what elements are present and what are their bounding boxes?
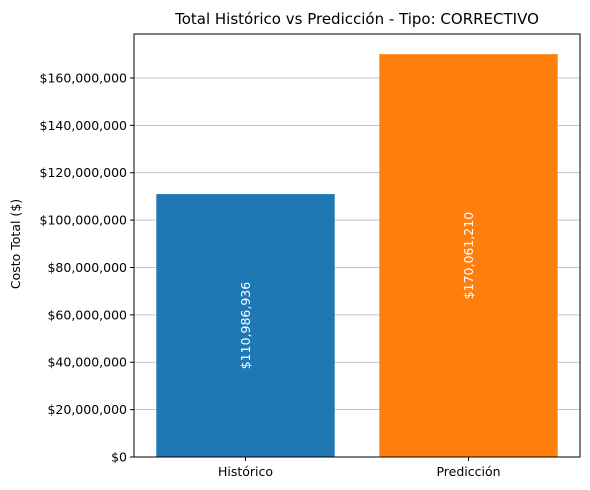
y-tick-label: $80,000,000 xyxy=(47,260,127,275)
y-tick-label: $40,000,000 xyxy=(47,355,127,370)
y-axis-label: Costo Total ($) xyxy=(8,199,23,289)
bar xyxy=(379,54,558,458)
y-tick-label: $0 xyxy=(111,450,127,465)
chart-title: Total Histórico vs Predicción - Tipo: CO… xyxy=(174,10,539,28)
plot-frame xyxy=(133,33,581,458)
y-tick-label: $60,000,000 xyxy=(47,307,127,322)
x-tick-label: Predicción xyxy=(436,464,500,479)
y-axis: $0 $20,000,000 $40,000,000 $60,000,000 $80,0… xyxy=(40,70,134,465)
y-tick-label: $140,000,000 xyxy=(40,118,128,133)
y-tick-label: $160,000,000 xyxy=(40,70,128,85)
y-tick-label: $20,000,000 xyxy=(47,402,127,417)
bar-value-label: $110,986,936 xyxy=(238,282,253,370)
bar xyxy=(156,194,335,457)
y-tick-label: $120,000,000 xyxy=(40,165,128,180)
y-tick-label: $100,000,000 xyxy=(40,213,128,228)
bars: $110,986,936 $170,061,210 xyxy=(156,54,558,458)
bar-value-label: $170,061,210 xyxy=(461,212,476,300)
x-tick-label: Histórico xyxy=(218,464,273,479)
x-axis: Histórico Predicción xyxy=(218,457,501,479)
